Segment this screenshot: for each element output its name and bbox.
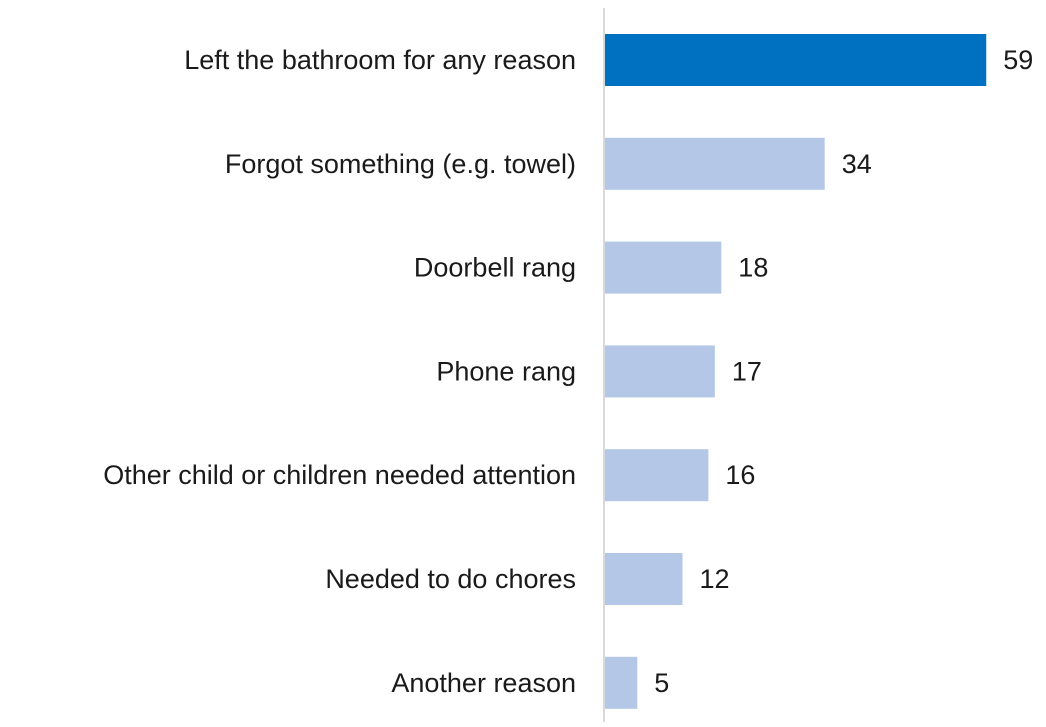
category-label-5: Needed to do chores bbox=[325, 564, 576, 594]
category-label-2: Doorbell rang bbox=[414, 253, 576, 283]
value-label-1: 34 bbox=[842, 149, 872, 179]
category-label-0: Left the bathroom for any reason bbox=[184, 45, 576, 75]
value-label-0: 59 bbox=[1003, 45, 1033, 75]
bar-3 bbox=[605, 345, 715, 398]
bar-2 bbox=[605, 241, 722, 294]
value-label-4: 16 bbox=[725, 460, 755, 490]
category-label-6: Another reason bbox=[391, 668, 576, 698]
bar-1 bbox=[605, 137, 825, 190]
category-label-3: Phone rang bbox=[436, 356, 576, 386]
category-label-4: Other child or children needed attention bbox=[103, 460, 576, 490]
category-label-1: Forgot something (e.g. towel) bbox=[225, 149, 576, 179]
value-label-5: 12 bbox=[700, 564, 730, 594]
bars-group bbox=[605, 34, 987, 709]
value-labels-group: 59 34 18 17 16 12 5 bbox=[654, 45, 1033, 698]
bar-6 bbox=[605, 656, 638, 709]
bar-4 bbox=[605, 449, 709, 502]
bar-0 bbox=[605, 34, 987, 86]
value-label-6: 5 bbox=[654, 668, 669, 698]
category-labels-group: Left the bathroom for any reason Forgot s… bbox=[103, 45, 576, 698]
bar-5 bbox=[605, 553, 683, 605]
value-label-2: 18 bbox=[738, 253, 768, 283]
value-label-3: 17 bbox=[732, 356, 762, 386]
